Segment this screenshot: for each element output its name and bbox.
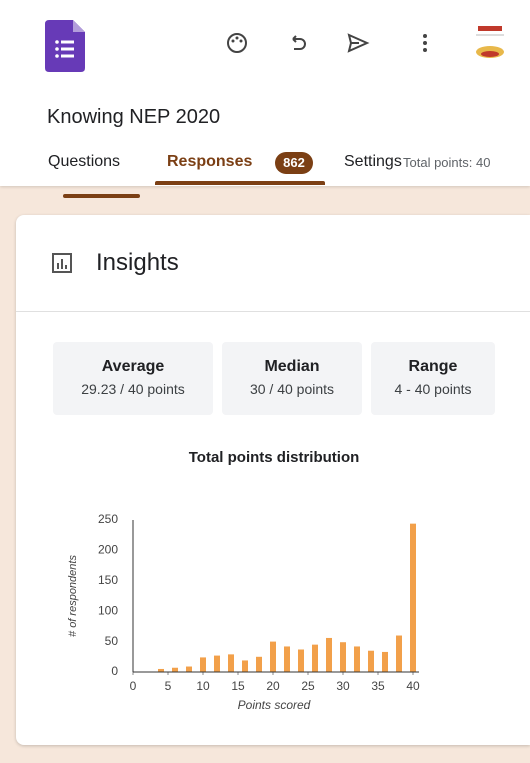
bar [242, 660, 248, 672]
bar [368, 650, 374, 672]
stat-label: Median [264, 358, 320, 375]
stat-value: 30 / 40 points [249, 381, 335, 397]
form-title: Knowing NEP 2020 [47, 106, 221, 128]
y-tick-label: 0 [111, 664, 118, 678]
forms-logo[interactable] [45, 20, 85, 72]
x-tick-label: 0 [130, 679, 137, 693]
bar [382, 651, 388, 672]
stat-card: Range 4 - 40 points [371, 342, 495, 415]
send-icon[interactable] [345, 30, 371, 56]
bar [298, 649, 304, 672]
bar [284, 646, 290, 672]
palette-icon[interactable] [224, 30, 250, 56]
y-axis-label: # of respondents [67, 555, 79, 637]
bar [270, 641, 276, 672]
tab-indicator [155, 181, 325, 185]
stat-card: Median 30 / 40 points [222, 342, 362, 415]
bar [200, 657, 206, 672]
stat-value: 4 - 40 points [394, 381, 472, 397]
bar [312, 644, 318, 672]
y-tick-label: 150 [98, 573, 118, 587]
bar [228, 654, 234, 672]
bar [410, 523, 416, 672]
x-tick-label: 15 [231, 679, 245, 693]
total-points: Total points: 40 [403, 155, 491, 170]
stat-label: Range [408, 358, 458, 375]
chart-title: Total points distribution [189, 449, 360, 466]
bar [158, 668, 164, 672]
divider [16, 311, 530, 312]
y-tick-label: 50 [105, 634, 119, 648]
bar [186, 666, 192, 672]
x-tick-label: 40 [406, 679, 420, 693]
y-tick-label: 200 [98, 543, 118, 557]
tab-active[interactable]: Responses [167, 153, 253, 170]
x-tick-label: 30 [336, 679, 350, 693]
stat-card: Average 29.23 / 40 points [53, 342, 213, 415]
stat-label: Average [101, 358, 165, 375]
x-axis-label: Points scored [238, 698, 311, 712]
y-tick-label: 250 [98, 512, 118, 526]
x-tick-label: 35 [371, 679, 385, 693]
response-badge: 862 [275, 152, 313, 174]
x-tick-label: 10 [196, 679, 210, 693]
avatar[interactable] [470, 24, 510, 64]
tab[interactable]: Settings [344, 153, 402, 170]
bar [396, 635, 402, 672]
x-tick-label: 25 [301, 679, 315, 693]
x-tick-label: 20 [266, 679, 280, 693]
insights-title: Insights [96, 249, 179, 276]
more-icon[interactable] [415, 30, 435, 56]
app-bar: Knowing NEP 2020 Questions Responses 862… [0, 0, 530, 186]
bar [340, 642, 346, 672]
bar [354, 646, 360, 672]
y-tick-label: 100 [98, 603, 118, 617]
bar [326, 637, 332, 672]
undo-icon[interactable] [285, 30, 311, 56]
x-tick-label: 5 [165, 679, 172, 693]
insights-icon [52, 253, 72, 273]
bar [172, 667, 178, 672]
bar [256, 656, 262, 672]
tab[interactable]: Questions [48, 153, 121, 170]
bar [214, 655, 220, 672]
scroll-indicator [63, 194, 140, 198]
stat-value: 29.23 / 40 points [81, 381, 185, 397]
